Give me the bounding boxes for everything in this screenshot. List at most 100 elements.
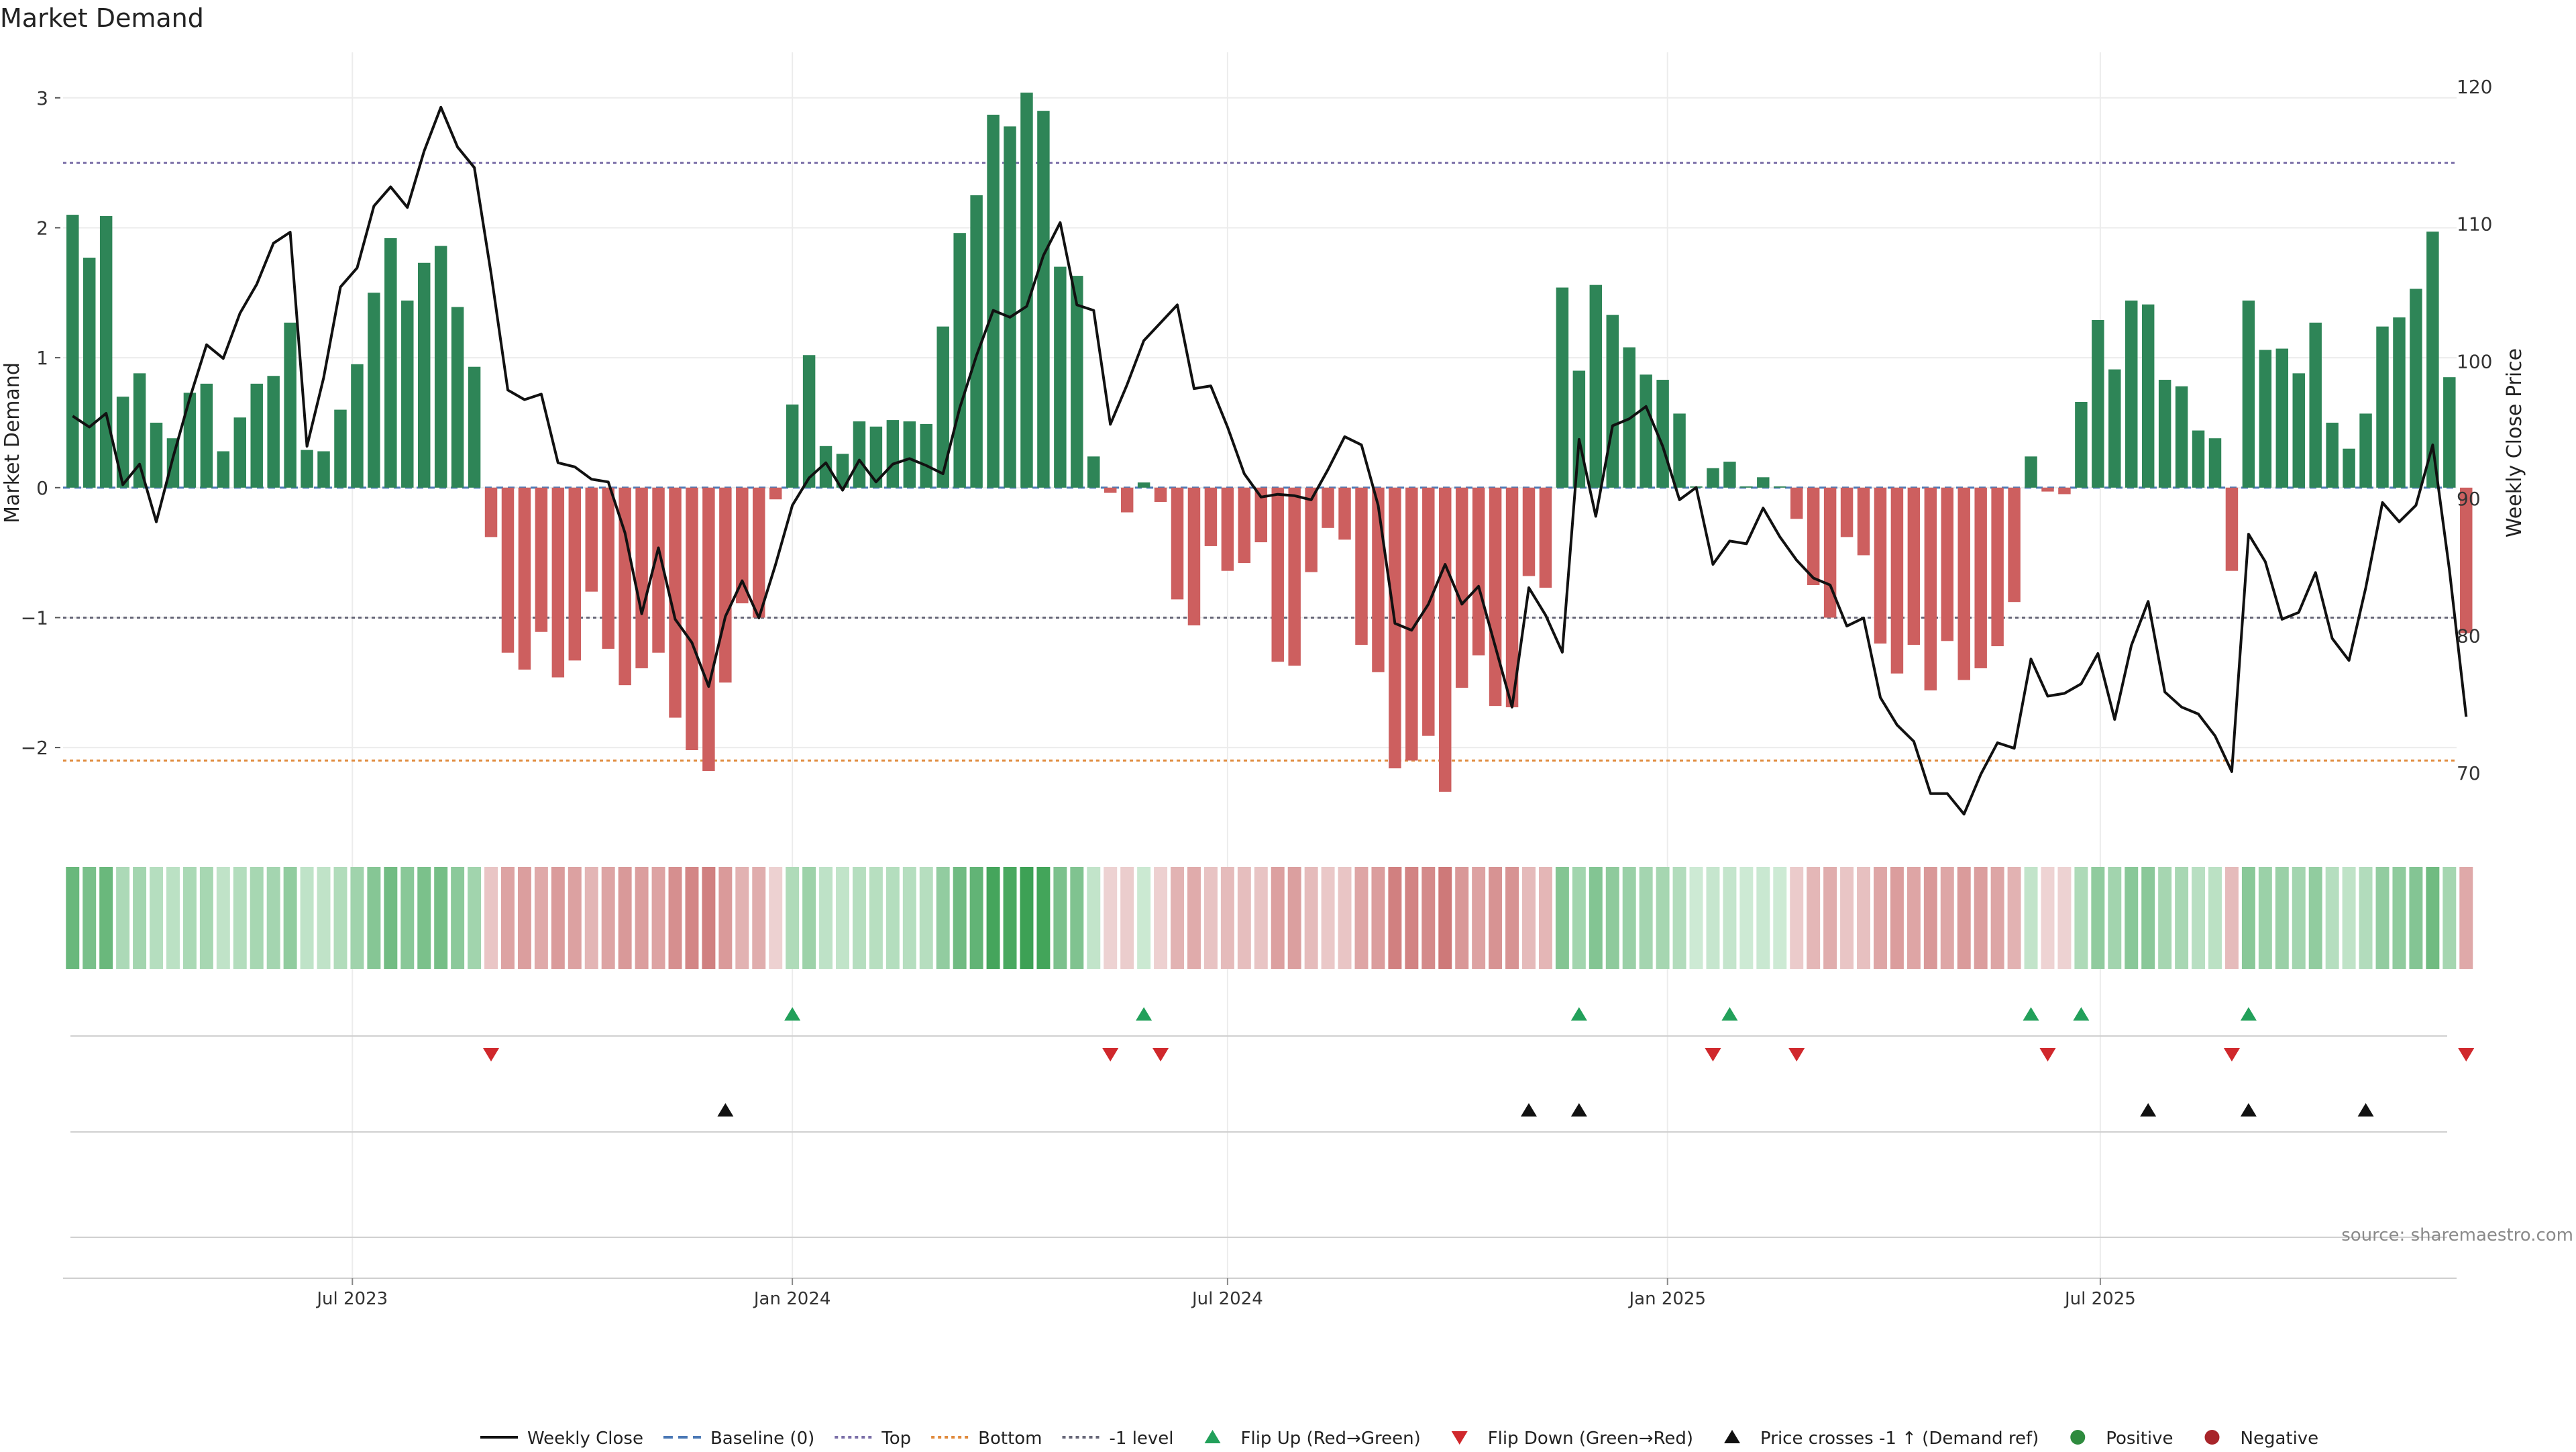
regime-cell — [1923, 867, 1937, 969]
regime-cell — [1388, 867, 1402, 969]
flip-up-marker — [1570, 1007, 1587, 1021]
regime-cell — [702, 867, 716, 969]
legend: Weekly Close Baseline (0) Top Bottom -1 leve… — [480, 1429, 2318, 1449]
regime-cell — [1589, 867, 1603, 969]
legend-label: -1 level — [1110, 1429, 1174, 1449]
chart-title: Market Demand — [0, 3, 204, 33]
demand-bar — [1572, 370, 1586, 488]
demand-bar — [250, 383, 263, 488]
regime-cell — [2241, 867, 2255, 969]
y-tick-label: 1 — [36, 347, 48, 369]
regime-cell — [651, 867, 665, 969]
regime-cell — [2459, 867, 2473, 969]
regime-cell — [2308, 867, 2322, 969]
demand-bar — [2225, 487, 2239, 571]
demand-bar — [384, 238, 397, 488]
flip-down-marker — [2223, 1048, 2240, 1061]
flip-down-marker — [2039, 1048, 2056, 1061]
regime-cell — [836, 867, 849, 969]
regime-cell — [1203, 867, 1218, 969]
demand-bar — [953, 233, 966, 488]
regime-cell — [1405, 867, 1419, 969]
demand-bar — [267, 376, 280, 488]
regime-cell — [802, 867, 816, 969]
demand-bar — [802, 355, 816, 488]
demand-bar — [2443, 377, 2456, 488]
regime-cell — [2409, 867, 2423, 969]
demand-bar — [1020, 93, 1033, 488]
regime-cell — [919, 867, 933, 969]
demand-bar — [1556, 287, 1569, 488]
demand-bar — [468, 366, 481, 488]
regime-cell — [1254, 867, 1268, 969]
demand-bar — [886, 420, 900, 488]
demand-bar — [1455, 487, 1468, 688]
demand-bar — [2208, 438, 2222, 488]
legend-label: Bottom — [978, 1429, 1042, 1449]
demand-bar — [1941, 487, 1954, 641]
regime-cell — [1689, 867, 1703, 969]
regime-cell — [2359, 867, 2373, 969]
demand-bar — [987, 114, 1000, 488]
demand-bar — [334, 409, 347, 488]
regime-cell — [885, 867, 900, 969]
regime-cell — [2443, 867, 2457, 969]
demand-bar — [1154, 487, 1167, 503]
demand-bar — [351, 364, 364, 488]
regime-cell — [2325, 867, 2339, 969]
flip-down-marker — [2458, 1048, 2475, 1061]
demand-bar — [2376, 326, 2389, 488]
demand-bar — [133, 373, 146, 488]
demand-bar — [1187, 487, 1201, 626]
demand-bar — [920, 423, 932, 488]
regime-cell — [350, 867, 364, 969]
regime-cell — [1271, 867, 1285, 969]
demand-bar — [1087, 456, 1100, 488]
demand-bar — [317, 451, 330, 488]
demand-bar — [1254, 487, 1268, 543]
legend-swatch — [1204, 1430, 1221, 1443]
regime-cell — [1036, 867, 1051, 969]
demand-bar — [551, 487, 565, 678]
regime-cell — [1321, 867, 1335, 969]
demand-bar — [2158, 380, 2171, 488]
demand-bar — [1288, 487, 1301, 666]
demand-bar — [66, 215, 79, 488]
flip-up-marker — [784, 1007, 801, 1021]
y-tick-label: −1 — [21, 607, 48, 629]
demand-bar — [1723, 462, 1736, 488]
demand-bar — [1857, 487, 1870, 556]
demand-bar — [635, 487, 648, 668]
regime-cell — [735, 867, 749, 969]
flip-up-marker — [2023, 1007, 2039, 1021]
regime-cell — [216, 867, 230, 969]
legend-label: Price crosses -1 ↑ (Demand ref) — [1760, 1429, 2039, 1449]
regime-cell — [116, 867, 130, 969]
regime-cell — [2375, 867, 2390, 969]
demand-bar — [2041, 487, 2054, 492]
regime-cell — [718, 867, 733, 969]
regime-cell — [1354, 867, 1368, 969]
regime-cell — [1120, 867, 1134, 969]
regime-cell — [969, 867, 983, 969]
demand-bar — [1890, 487, 1904, 674]
regime-cell — [2292, 867, 2306, 969]
flip-up-marker — [2240, 1007, 2257, 1021]
regime-cell — [283, 867, 297, 969]
y2-tick-label: 120 — [2457, 76, 2492, 98]
demand-bar — [1004, 126, 1016, 488]
x-tick-label: Jul 2023 — [315, 1289, 388, 1309]
demand-bar — [836, 454, 849, 488]
demand-bar — [2058, 487, 2071, 495]
legend-item: Flip Up (Red→Green) — [1204, 1429, 1421, 1449]
demand-bar — [970, 195, 983, 488]
regime-cell — [2275, 867, 2289, 969]
demand-bar — [819, 446, 833, 488]
regime-cell — [2392, 867, 2406, 969]
demand-bar — [602, 487, 614, 649]
demand-bar — [1489, 487, 1502, 707]
demand-bar — [451, 307, 464, 488]
regime-cell — [1505, 867, 1519, 969]
demand-bar — [535, 487, 548, 632]
legend-item: Bottom — [931, 1429, 1042, 1449]
